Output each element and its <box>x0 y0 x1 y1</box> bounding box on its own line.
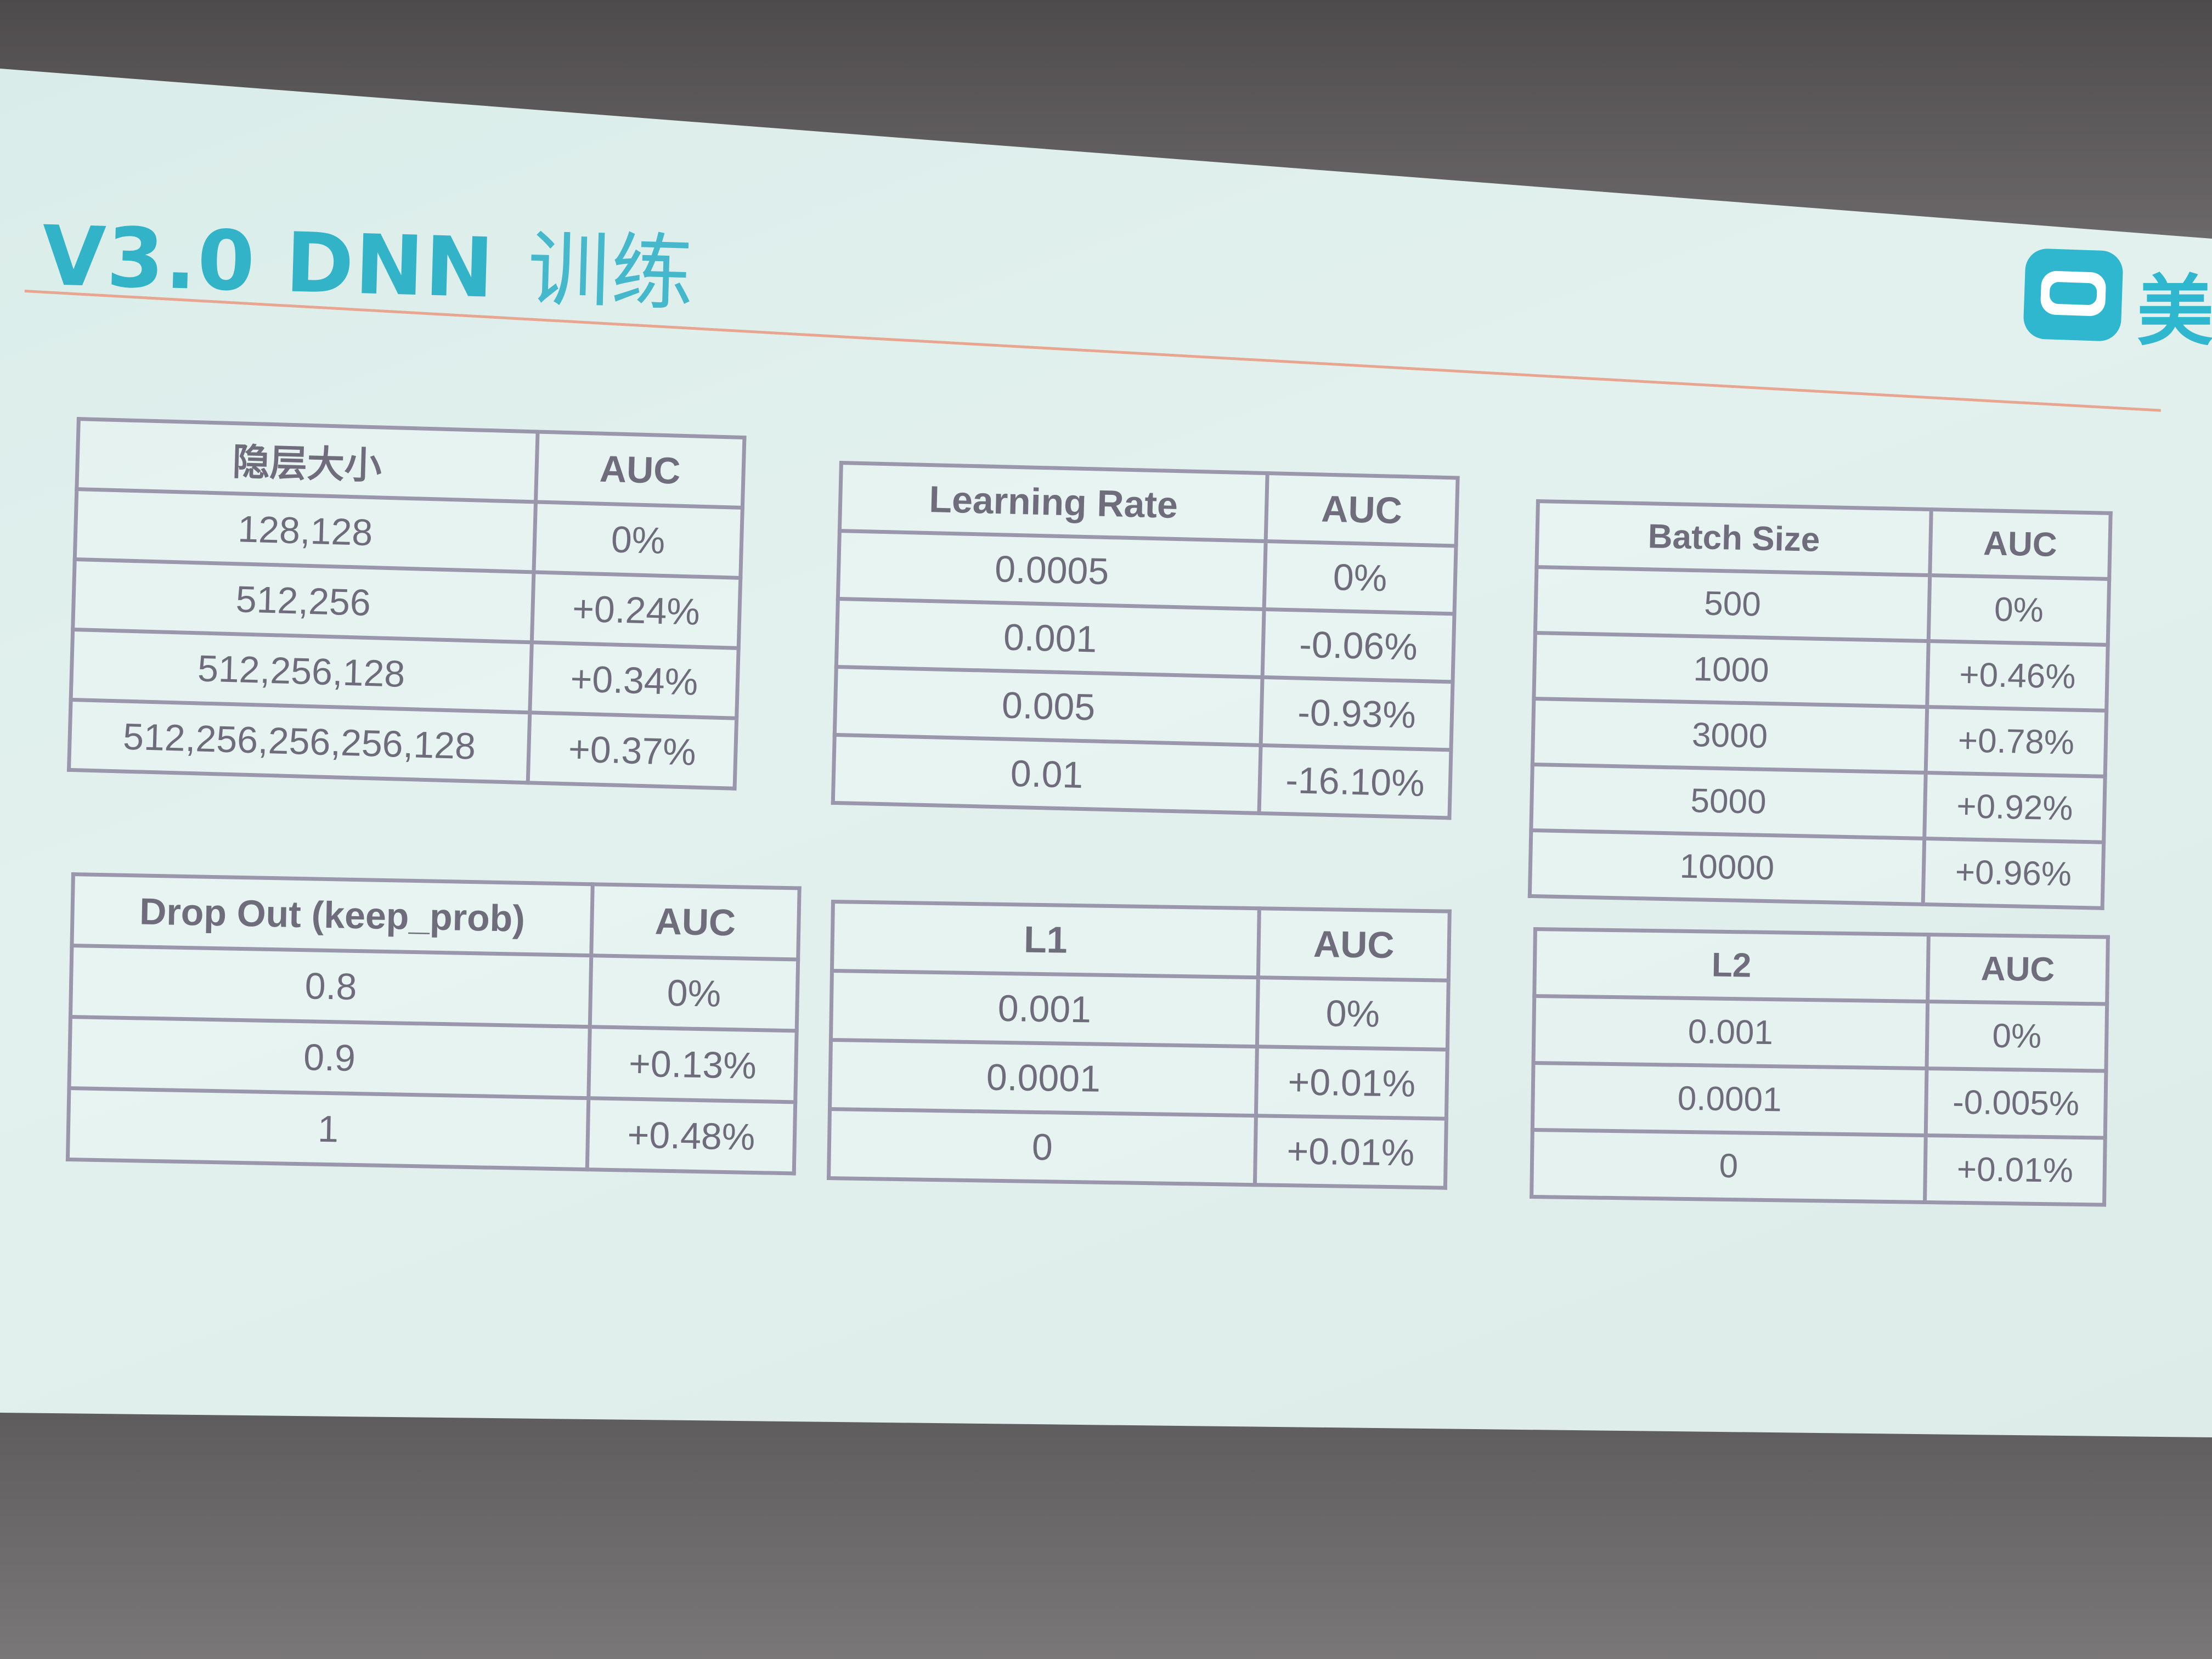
hidden-size-table: 隐层大小 AUC 128,128 0% 512,256 +0.24% 512,2… <box>66 417 747 791</box>
table-cell-param: 5000 <box>1531 764 1926 839</box>
table-header-param: Drop Out (keep_prob) <box>71 874 593 956</box>
batch-size-table: Batch Size AUC 500 0% 1000 +0.46% 3000 +… <box>1527 499 2113 910</box>
learning-rate-table: Learning Rate AUC 0.0005 0% 0.001 -0.06%… <box>831 461 1460 820</box>
table-row: 3000 +0.78% <box>1532 698 2107 777</box>
table-cell-param: 0.001 <box>831 970 1259 1047</box>
slide-title-en: V3.0 DNN <box>41 208 496 317</box>
table-cell-auc: 0% <box>1926 1001 2107 1071</box>
table-cell-auc: +0.13% <box>588 1026 797 1102</box>
table-cell-auc: +0.92% <box>1924 772 2106 843</box>
table-cell-param: 0.9 <box>69 1017 590 1098</box>
table-cell-auc: -0.93% <box>1261 677 1453 750</box>
table-header-param: L2 <box>1534 929 1929 1002</box>
table-cell-param: 512,256,256,256,128 <box>69 699 530 783</box>
table-cell-auc: 0% <box>533 501 743 578</box>
table-cell-param: 512,256,128 <box>71 629 532 713</box>
table-cell-param: 0.0005 <box>838 531 1266 610</box>
slide-title-cn: 训练 <box>526 222 696 323</box>
table-cell-param: 3000 <box>1532 698 1927 773</box>
table-row: 0 +0.01% <box>1531 1130 2106 1205</box>
table-header-param: L1 <box>832 901 1260 978</box>
table-cell-param: 10000 <box>1530 830 1925 905</box>
table-row: 0.9 +0.13% <box>69 1017 797 1102</box>
brand-logo-inner <box>2040 270 2107 317</box>
table-cell-param: 500 <box>1535 567 1930 641</box>
room-background-bottom <box>0 1404 2212 1659</box>
brand-logo-text: 美 <box>2137 267 2212 357</box>
table-cell-param: 1 <box>67 1088 589 1170</box>
table-header-auc: AUC <box>591 884 800 960</box>
table-header-row: Drop Out (keep_prob) AUC <box>71 874 800 960</box>
table-row: 0.001 0% <box>831 970 1449 1050</box>
table-cell-param: 0.005 <box>834 667 1263 746</box>
table-row: 500 0% <box>1535 567 2109 645</box>
table-cell-auc: +0.01% <box>1925 1135 2106 1205</box>
table-row: 0.01 -16.10% <box>833 735 1451 818</box>
table-header-auc: AUC <box>535 431 744 508</box>
table-cell-auc: -0.005% <box>1926 1068 2106 1138</box>
table-cell-auc: 0% <box>1264 541 1457 614</box>
table-cell-auc: 0% <box>590 955 798 1031</box>
table-cell-param: 0.0001 <box>1532 1063 1927 1136</box>
table-cell-auc: +0.01% <box>1256 1046 1448 1119</box>
table-row: 10000 +0.96% <box>1530 830 2104 909</box>
table-cell-param: 0 <box>828 1109 1256 1185</box>
brand-logo-icon <box>2023 247 2124 342</box>
table-row: 0 +0.01% <box>828 1109 1447 1188</box>
table-cell-param: 0.8 <box>70 945 591 1027</box>
table-row: 0.8 0% <box>70 945 798 1031</box>
table-row: 0.0001 +0.01% <box>830 1040 1448 1119</box>
table-cell-auc: -16.10% <box>1259 745 1451 818</box>
table-cell-auc: 0% <box>1928 575 2109 645</box>
table-cell-auc: +0.46% <box>1927 641 2108 711</box>
table-row: 1000 +0.46% <box>1533 633 2108 711</box>
table-cell-auc: +0.48% <box>587 1098 795 1173</box>
l2-table: L2 AUC 0.001 0% 0.0001 -0.005% 0 +0.01% <box>1530 927 2110 1207</box>
slide-title: V3.0 DNN 训练 <box>41 189 696 326</box>
table-cell-auc: 0% <box>1257 977 1449 1050</box>
table-cell-auc: +0.37% <box>528 712 737 789</box>
table-cell-auc: +0.01% <box>1255 1115 1447 1188</box>
table-header-row: Batch Size AUC <box>1536 501 2111 579</box>
table-header-param: Learning Rate <box>839 462 1268 541</box>
table-cell-param: 0 <box>1531 1130 1926 1203</box>
table-cell-auc: -0.06% <box>1262 609 1455 682</box>
table-cell-param: 512,256 <box>72 559 534 642</box>
table-cell-param: 0.0001 <box>830 1040 1257 1116</box>
table-row: 0.0001 -0.005% <box>1532 1063 2106 1138</box>
table-cell-param: 0.001 <box>1533 996 1928 1069</box>
table-header-auc: AUC <box>1258 908 1450 981</box>
table-header-row: L1 AUC <box>832 901 1450 981</box>
table-row: 0.001 0% <box>1533 996 2107 1071</box>
table-row: 5000 +0.92% <box>1531 764 2106 843</box>
table-cell-auc: +0.78% <box>1926 707 2107 777</box>
dropout-table: Drop Out (keep_prob) AUC 0.8 0% 0.9 +0.1… <box>65 872 802 1176</box>
table-cell-param: 1000 <box>1533 633 1929 707</box>
table-header-row: L2 AUC <box>1534 929 2108 1005</box>
table-header-param: 隐层大小 <box>76 419 538 502</box>
table-header-auc: AUC <box>1927 934 2108 1005</box>
table-cell-auc: +0.34% <box>529 642 739 719</box>
table-cell-auc: +0.24% <box>532 572 741 648</box>
table-cell-param: 128,128 <box>75 489 536 572</box>
table-cell-param: 0.001 <box>836 599 1265 678</box>
table-header-param: Batch Size <box>1536 501 1932 575</box>
table-header-auc: AUC <box>1266 473 1458 546</box>
table-header-auc: AUC <box>1929 509 2111 579</box>
table-row: 1 +0.48% <box>67 1088 795 1173</box>
table-cell-param: 0.01 <box>833 735 1261 814</box>
table-cell-auc: +0.96% <box>1923 838 2104 909</box>
l1-table: L1 AUC 0.001 0% 0.0001 +0.01% 0 +0.01% <box>826 900 1452 1190</box>
